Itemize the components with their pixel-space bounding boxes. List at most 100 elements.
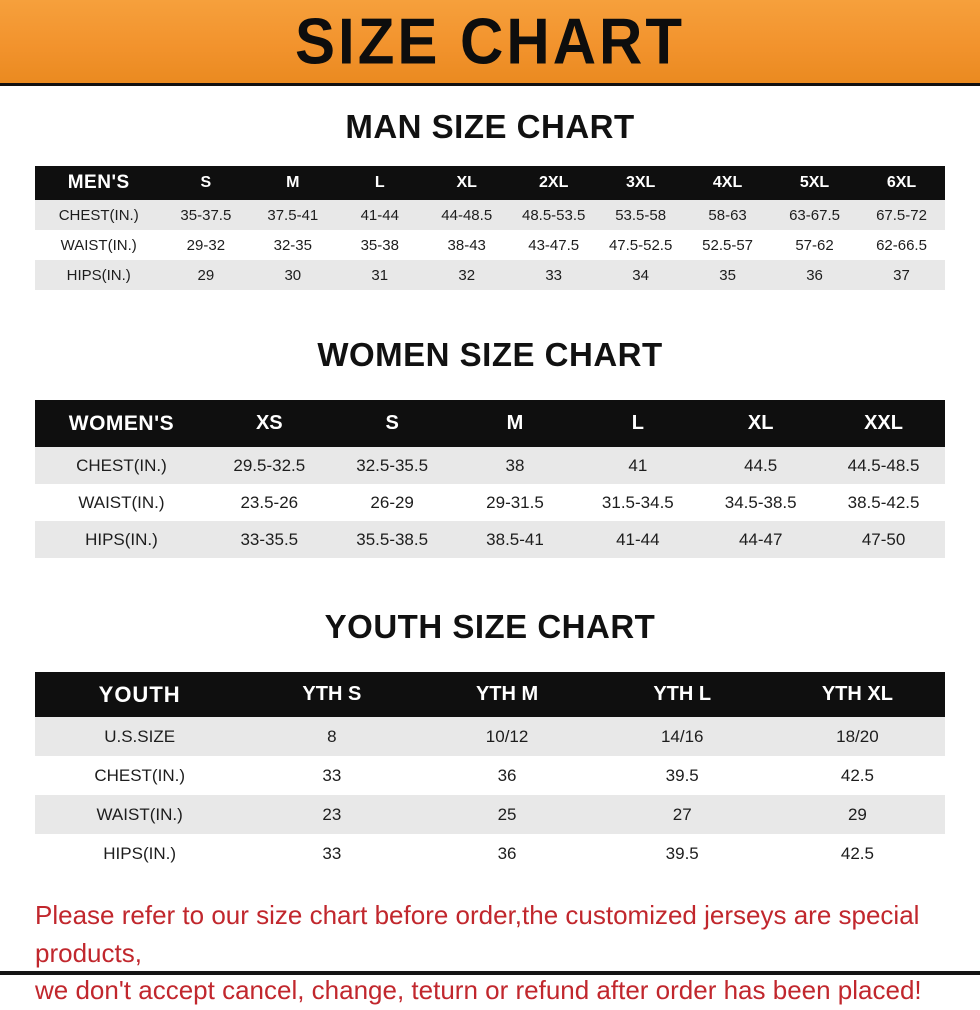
row-label: WAIST(IN.) [35, 230, 163, 260]
size-column-header: XS [207, 400, 331, 447]
size-column-header: 6XL [858, 166, 945, 200]
size-column-header: XXL [822, 400, 945, 447]
size-value: 58-63 [684, 200, 772, 230]
size-column-header: 3XL [597, 166, 685, 200]
size-value: 41-44 [336, 200, 424, 230]
size-column-header: 5XL [771, 166, 859, 200]
size-value: 36 [419, 834, 595, 873]
size-value: 14/16 [594, 717, 770, 756]
size-value: 29 [162, 260, 250, 290]
size-value: 38.5-42.5 [822, 484, 945, 521]
table-header-row: MEN'S S M L XL 2XL 3XL 4XL 5XL 6XL [35, 166, 945, 200]
size-column-header: M [249, 166, 337, 200]
row-label: HIPS(IN.) [35, 834, 245, 873]
size-column-header: 4XL [684, 166, 772, 200]
size-value: 33 [244, 756, 420, 795]
bottom-edge-bar [0, 971, 980, 975]
size-column-header: S [330, 400, 454, 447]
table-row: CHEST(IN.) 29.5-32.5 32.5-35.5 38 41 44.5 44.5… [35, 447, 945, 484]
size-column-header: YTH L [594, 672, 770, 717]
man-size-table: MEN'S S M L XL 2XL 3XL 4XL 5XL 6XL CHEST(IN.) 35-37… [35, 166, 945, 290]
size-value: 48.5-53.5 [510, 200, 598, 230]
row-label: HIPS(IN.) [35, 260, 163, 290]
size-value: 35 [684, 260, 772, 290]
section-title-women: WOMEN SIZE CHART [317, 336, 663, 373]
size-value: 47-50 [822, 521, 945, 558]
size-value: 30 [249, 260, 337, 290]
youth-size-chart-section: YOUTH SIZE CHART YOUTH YTH S YTH M YTH L YTH… [35, 608, 945, 873]
size-column-header: YTH M [419, 672, 595, 717]
size-chart-content: MAN SIZE CHART MEN'S S M L XL 2XL 3XL 4XL 5XL 6XL… [0, 108, 980, 873]
size-value: 36 [771, 260, 859, 290]
table-header-row: YOUTH YTH S YTH M YTH L YTH XL [35, 672, 945, 717]
disclaimer-line-2: we don't accept cancel, change, teturn o… [35, 975, 922, 1006]
table-row: HIPS(IN.) 29 30 31 32 33 34 35 36 37 [35, 260, 945, 290]
man-size-chart-section: MAN SIZE CHART MEN'S S M L XL 2XL 3XL 4XL 5XL 6XL… [35, 108, 945, 290]
size-value: 67.5-72 [858, 200, 945, 230]
size-value: 63-67.5 [771, 200, 859, 230]
table-row: HIPS(IN.) 33-35.5 35.5-38.5 38.5-41 41-44 44-… [35, 521, 945, 558]
size-value: 36 [419, 756, 595, 795]
size-value: 34 [597, 260, 685, 290]
size-column-header: YTH S [244, 672, 420, 717]
size-value: 53.5-58 [597, 200, 685, 230]
size-chart-banner: SIZE CHART [0, 0, 980, 86]
size-value: 39.5 [594, 756, 770, 795]
disclaimer: Please refer to our size chart before or… [0, 897, 980, 1010]
disclaimer-line-1: Please refer to our size chart before or… [35, 900, 920, 968]
size-value: 35-37.5 [162, 200, 250, 230]
table-row: CHEST(IN.) 33 36 39.5 42.5 [35, 756, 945, 795]
table-row: U.S.SIZE 8 10/12 14/16 18/20 [35, 717, 945, 756]
row-label: U.S.SIZE [35, 717, 245, 756]
row-label: CHEST(IN.) [35, 200, 163, 230]
size-value: 33 [244, 834, 420, 873]
size-value: 38-43 [423, 230, 511, 260]
table-corner-label: MEN'S [35, 166, 163, 200]
row-label: HIPS(IN.) [35, 521, 208, 558]
row-label: CHEST(IN.) [35, 756, 245, 795]
size-value: 44.5-48.5 [822, 447, 945, 484]
table-row: CHEST(IN.) 35-37.5 37.5-41 41-44 44-48.5 48.5… [35, 200, 945, 230]
size-column-header: YTH XL [769, 672, 945, 717]
size-value: 41 [576, 447, 700, 484]
table-row: WAIST(IN.) 23 25 27 29 [35, 795, 945, 834]
size-value: 37 [858, 260, 945, 290]
size-value: 8 [244, 717, 420, 756]
size-value: 42.5 [769, 834, 945, 873]
size-value: 31.5-34.5 [576, 484, 700, 521]
size-column-header: 2XL [510, 166, 598, 200]
size-value: 41-44 [576, 521, 700, 558]
size-value: 23 [244, 795, 420, 834]
size-column-header: L [336, 166, 424, 200]
youth-size-table: YOUTH YTH S YTH M YTH L YTH XL U.S.SIZE 8 10/12… [35, 672, 945, 873]
size-value: 35.5-38.5 [330, 521, 454, 558]
size-column-header: L [576, 400, 700, 447]
table-row: WAIST(IN.) 29-32 32-35 35-38 38-43 43-47.5 47.… [35, 230, 945, 260]
size-value: 38.5-41 [453, 521, 577, 558]
size-value: 29-31.5 [453, 484, 577, 521]
size-value: 62-66.5 [858, 230, 945, 260]
size-value: 37.5-41 [249, 200, 337, 230]
size-value: 44-47 [699, 521, 823, 558]
size-column-header: XL [699, 400, 823, 447]
table-row: HIPS(IN.) 33 36 39.5 42.5 [35, 834, 945, 873]
table-header-row: WOMEN'S XS S M L XL XXL [35, 400, 945, 447]
women-size-chart-section: WOMEN SIZE CHART WOMEN'S XS S M L XL XXL CHEST(… [35, 336, 945, 558]
row-label: CHEST(IN.) [35, 447, 208, 484]
size-value: 35-38 [336, 230, 424, 260]
row-label: WAIST(IN.) [35, 795, 245, 834]
size-value: 23.5-26 [207, 484, 331, 521]
size-value: 25 [419, 795, 595, 834]
size-value: 31 [336, 260, 424, 290]
size-value: 29.5-32.5 [207, 447, 331, 484]
size-column-header: M [453, 400, 577, 447]
page-title: SIZE CHART [295, 4, 685, 78]
size-value: 44.5 [699, 447, 823, 484]
size-value: 44-48.5 [423, 200, 511, 230]
table-row: WAIST(IN.) 23.5-26 26-29 29-31.5 31.5-34.5 34… [35, 484, 945, 521]
size-value: 27 [594, 795, 770, 834]
size-value: 57-62 [771, 230, 859, 260]
size-value: 42.5 [769, 756, 945, 795]
size-value: 18/20 [769, 717, 945, 756]
size-value: 10/12 [419, 717, 595, 756]
